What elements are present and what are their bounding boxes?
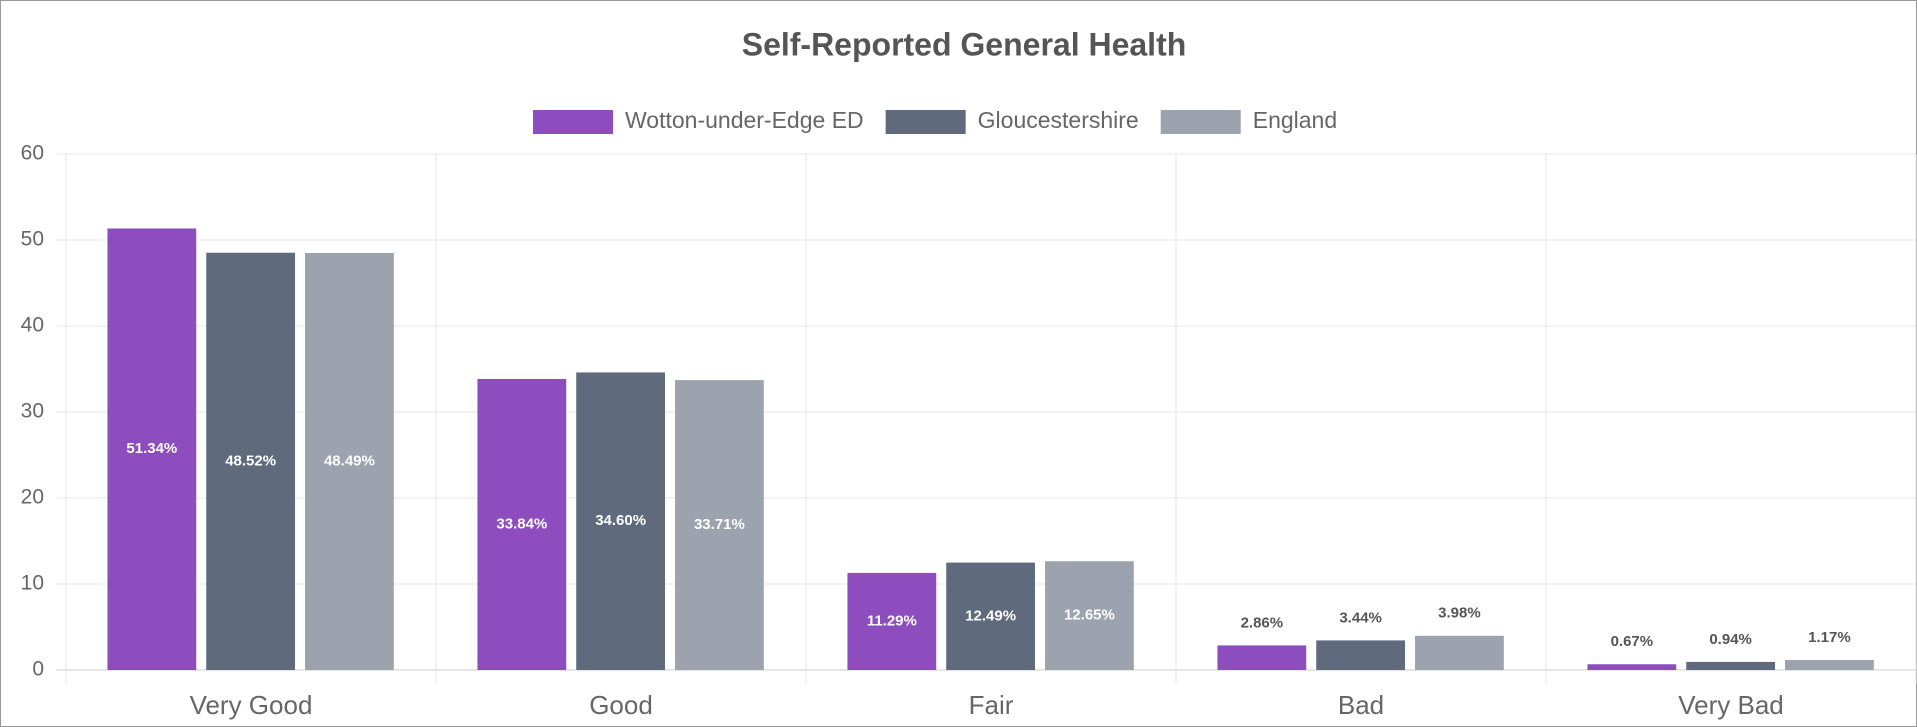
data-label: 0.94% [1709, 631, 1752, 648]
bar [1785, 659, 1874, 670]
data-label: 2.86% [1241, 614, 1284, 631]
data-label: 11.29% [867, 612, 917, 629]
bar [946, 562, 1036, 670]
y-tick-label: 60 [21, 142, 44, 165]
bar [477, 378, 567, 670]
x-tick-label: Fair [969, 690, 1014, 720]
bar [206, 252, 296, 670]
bar [576, 372, 666, 670]
x-tick-label: Very Good [190, 690, 313, 720]
legend-item[interactable]: Wotton-under-Edge ED [533, 107, 864, 134]
bar [107, 228, 197, 670]
x-tick-label: Bad [1338, 690, 1384, 720]
bar [1316, 640, 1406, 670]
bar [675, 380, 764, 670]
y-tick-label: 40 [21, 314, 44, 337]
legend-label: England [1253, 107, 1337, 133]
legend-swatch [1160, 110, 1241, 134]
data-label: 3.98% [1438, 605, 1481, 622]
data-label: 34.60% [595, 512, 646, 529]
bar [1415, 635, 1504, 670]
data-label: 48.49% [324, 452, 375, 469]
data-label: 0.67% [1611, 633, 1654, 650]
y-tick-label: 10 [21, 572, 44, 595]
legend-label: Wotton-under-Edge ED [625, 107, 864, 133]
data-label: 12.65% [1064, 607, 1115, 624]
legend-swatch [533, 110, 613, 134]
bar [847, 572, 937, 670]
legend-label: Gloucestershire [978, 107, 1139, 133]
data-label: 33.84% [496, 515, 547, 532]
legend-item[interactable]: Gloucestershire [885, 107, 1139, 134]
y-tick-label: 30 [21, 400, 44, 423]
chart-title: Self-Reported General Health [742, 26, 1187, 62]
legend-item[interactable]: England [1160, 107, 1337, 134]
bar [305, 252, 394, 670]
bar [1217, 645, 1307, 670]
data-label: 1.17% [1808, 629, 1851, 646]
y-tick-label: 20 [21, 486, 44, 509]
y-tick-label: 0 [32, 658, 44, 681]
bar [1686, 661, 1776, 670]
legend-swatch [885, 110, 966, 134]
data-label: 33.71% [694, 516, 745, 533]
x-tick-label: Very Bad [1678, 690, 1784, 720]
y-tick-label: 50 [21, 228, 44, 251]
data-label: 3.44% [1339, 609, 1382, 626]
data-label: 48.52% [225, 452, 276, 469]
bar [1587, 664, 1677, 670]
data-label: 12.49% [965, 607, 1016, 624]
x-tick-label: Good [589, 690, 653, 720]
data-label: 51.34% [126, 440, 177, 457]
bar [1045, 561, 1134, 670]
